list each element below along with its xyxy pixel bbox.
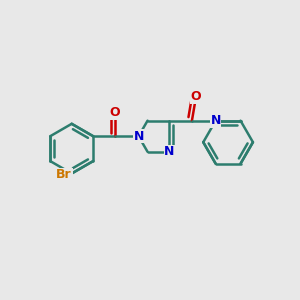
Text: O: O xyxy=(110,106,120,119)
Text: N: N xyxy=(211,114,221,127)
Text: N: N xyxy=(164,145,175,158)
Text: O: O xyxy=(191,90,201,104)
Text: N: N xyxy=(211,114,221,127)
Text: Br: Br xyxy=(56,168,72,181)
Text: N: N xyxy=(134,130,144,143)
